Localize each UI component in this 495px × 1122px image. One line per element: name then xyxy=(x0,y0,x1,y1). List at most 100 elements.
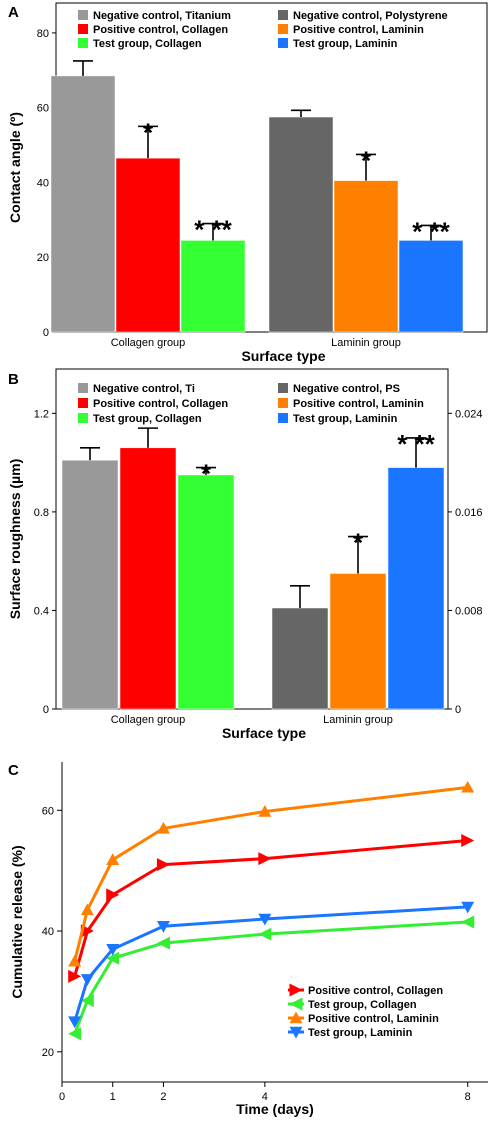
bar xyxy=(268,116,334,333)
legend-swatch xyxy=(278,38,288,48)
y-tick-label: 1.2 xyxy=(34,408,49,420)
data-point xyxy=(461,901,475,914)
y-tick-label: 20 xyxy=(37,252,49,264)
panel-letter: A xyxy=(8,4,19,21)
legend-swatch xyxy=(278,413,288,423)
legend-swatch xyxy=(78,38,88,48)
y-tick-label: 0.8 xyxy=(34,507,49,519)
data-point xyxy=(80,993,94,1007)
series-line xyxy=(73,785,468,962)
significance-marker: * xyxy=(353,528,364,558)
y-tick-label: 0.4 xyxy=(34,605,49,617)
bar xyxy=(119,447,177,710)
legend-label: Positive control, Collagen xyxy=(93,398,228,410)
x-tick-label: 0 xyxy=(59,1091,65,1103)
data-point xyxy=(156,858,170,872)
legend-label: Positive control, Collagen xyxy=(93,24,228,36)
category-label: Collagen group xyxy=(111,337,186,349)
y-axis-title: Contact angle (º) xyxy=(7,112,23,223)
data-point xyxy=(156,936,170,950)
legend-marker xyxy=(289,997,303,1011)
data-point xyxy=(68,1016,82,1029)
bar xyxy=(271,607,329,710)
y-axis-title: Cumulative release (%) xyxy=(9,845,25,998)
data-point xyxy=(106,951,120,965)
legend-label: Positive control, Laminin xyxy=(293,398,424,410)
y-tick-label: 0 xyxy=(43,327,49,339)
legend-label: Negative control, Titanium xyxy=(93,10,231,22)
significance-marker: * xyxy=(361,145,372,175)
significance-marker: * ** xyxy=(412,216,450,246)
y2-tick-label: 0.024 xyxy=(455,408,483,420)
legend-swatch xyxy=(78,24,88,34)
y-tick-label: 0 xyxy=(43,704,49,716)
data-point xyxy=(68,969,82,983)
y-axis-title: Surface roughness (µm) xyxy=(7,459,23,620)
bar xyxy=(398,240,464,333)
legend-label: Positive control, Collagen xyxy=(308,985,443,997)
y2-tick-label: 0.016 xyxy=(455,507,483,519)
data-point xyxy=(156,921,170,933)
y-tick-label: 60 xyxy=(42,805,54,817)
x-tick-label: 1 xyxy=(110,1091,116,1103)
data-point xyxy=(80,974,94,986)
data-point xyxy=(461,833,475,847)
series-line xyxy=(73,839,468,977)
significance-marker: * xyxy=(143,117,154,147)
significance-marker: * ** xyxy=(397,429,435,459)
legend-label: Test group, Laminin xyxy=(308,1027,413,1039)
bar xyxy=(387,467,445,710)
bar xyxy=(50,75,116,333)
legend-label: Test group, Collagen xyxy=(93,413,202,425)
y-tick-label: 80 xyxy=(37,28,49,40)
bar xyxy=(180,240,246,333)
legend-swatch xyxy=(278,24,288,34)
category-label: Laminin group xyxy=(331,337,401,349)
legend-label: Negative control, PS xyxy=(293,383,400,395)
data-point xyxy=(106,853,120,866)
data-point xyxy=(106,888,120,902)
plot-frame xyxy=(55,368,449,710)
legend-swatch xyxy=(278,10,288,20)
x-tick-label: 4 xyxy=(262,1091,268,1103)
y2-tick-label: 0.008 xyxy=(455,605,483,617)
panel-letter: C xyxy=(8,762,19,779)
panel-letter: B xyxy=(8,371,19,388)
data-point xyxy=(258,805,272,817)
legend-label: Test group, Laminin xyxy=(293,413,398,425)
legend-swatch xyxy=(278,398,288,408)
legend-marker xyxy=(289,1026,303,1039)
bar xyxy=(329,573,387,710)
x-tick-label: 8 xyxy=(465,1091,471,1103)
data-point xyxy=(258,913,272,926)
legend-label: Negative control, Polystyrene xyxy=(293,10,448,22)
x-axis-title: Time (days) xyxy=(236,1101,314,1117)
significance-marker: * ** xyxy=(194,215,232,245)
data-point xyxy=(461,780,475,793)
y2-tick-label: 0 xyxy=(455,704,461,716)
data-point xyxy=(156,821,170,834)
bar xyxy=(333,180,399,333)
series-line xyxy=(73,920,468,1035)
x-axis-title: Surface type xyxy=(241,348,325,364)
y-tick-label: 20 xyxy=(42,1047,54,1059)
category-label: Laminin group xyxy=(323,714,393,726)
bar xyxy=(115,157,181,333)
series-line xyxy=(73,905,468,1023)
data-point xyxy=(80,903,94,916)
x-axis-title: Surface type xyxy=(222,725,306,741)
legend-marker xyxy=(289,983,303,997)
y-tick-label: 40 xyxy=(42,926,54,938)
significance-marker: * xyxy=(201,459,212,489)
legend-label: Test group, Collagen xyxy=(308,999,417,1011)
legend-label: Negative control, Ti xyxy=(93,383,195,395)
legend-label: Test group, Laminin xyxy=(293,38,398,50)
legend-swatch xyxy=(78,398,88,408)
bar xyxy=(61,459,119,710)
y-tick-label: 60 xyxy=(37,103,49,115)
data-point xyxy=(461,915,475,929)
legend-swatch xyxy=(78,10,88,20)
legend-label: Positive control, Laminin xyxy=(308,1013,439,1025)
bar xyxy=(177,474,235,710)
